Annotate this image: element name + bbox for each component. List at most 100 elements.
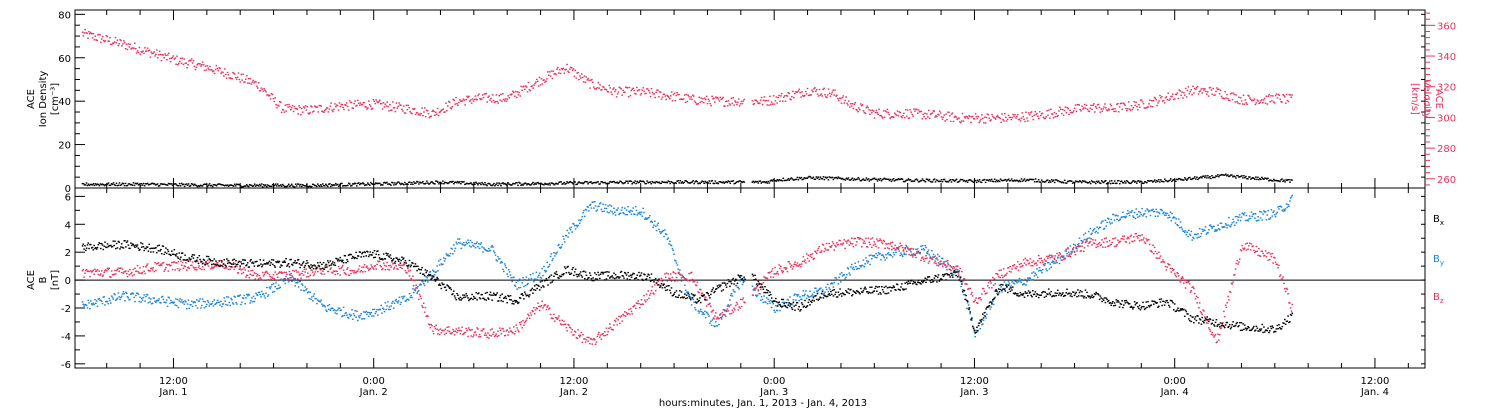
velocity-point [701, 100, 703, 103]
velocity-point [1147, 106, 1149, 108]
velocity-point [661, 96, 664, 98]
by-point [815, 287, 817, 289]
density-point [358, 182, 360, 184]
density-point [858, 178, 861, 180]
density-point [529, 184, 531, 186]
by-point [759, 293, 761, 295]
by-point [1105, 225, 1107, 227]
velocity-point [376, 101, 378, 103]
by-point [120, 295, 123, 297]
density-point [487, 183, 489, 185]
bz-point [625, 311, 628, 314]
by-point [1118, 220, 1120, 222]
velocity-point [568, 71, 570, 73]
velocity-point [317, 111, 320, 113]
velocity-point [680, 98, 682, 100]
density-point [282, 184, 285, 187]
velocity-point [314, 106, 317, 108]
velocity-point [817, 95, 820, 97]
by-point [681, 274, 684, 276]
bz-point [329, 268, 332, 270]
velocity-point [281, 108, 284, 111]
velocity-point [1052, 117, 1055, 119]
density-point [264, 184, 267, 186]
by-point [1005, 283, 1007, 285]
velocity-point [753, 103, 756, 105]
bz-point [367, 269, 370, 271]
velocity-point [89, 31, 92, 34]
by-point [899, 254, 901, 257]
density-point [450, 180, 452, 183]
velocity-point [427, 112, 430, 115]
density-point [956, 181, 959, 183]
velocity-point [907, 117, 910, 119]
by-point [157, 300, 160, 302]
velocity-point [771, 103, 774, 105]
velocity-point [1110, 105, 1113, 107]
velocity-point [252, 79, 254, 82]
by-point [221, 303, 224, 305]
by-point [179, 298, 181, 300]
velocity-point [866, 105, 868, 107]
velocity-point [730, 97, 733, 99]
velocity-point [301, 107, 303, 110]
bz-point [468, 327, 470, 329]
density-point [532, 181, 534, 184]
density-point [736, 180, 739, 183]
by-point [826, 283, 829, 285]
bz-point [266, 271, 268, 273]
density-point [1070, 180, 1073, 182]
density-point [657, 181, 659, 184]
density-point [91, 184, 94, 186]
density-point [899, 178, 902, 180]
bz-point [412, 275, 414, 277]
p2-ytick-label: -6 [61, 360, 71, 371]
density-point [607, 183, 609, 185]
density-point [642, 180, 644, 182]
bz-point [613, 324, 615, 326]
density-point [917, 181, 920, 183]
by-point [187, 299, 190, 301]
density-point [545, 183, 547, 185]
density-point [449, 181, 451, 183]
velocity-point [476, 99, 478, 101]
density-point [1068, 180, 1071, 182]
density-point [162, 183, 165, 185]
velocity-point [660, 98, 663, 100]
density-point [296, 183, 299, 185]
bz-point [624, 311, 626, 313]
velocity-point [1134, 104, 1136, 107]
bz-point [303, 268, 306, 270]
velocity-point [877, 113, 879, 115]
by-point [277, 284, 280, 286]
density-point [707, 182, 709, 184]
velocity-point [1122, 102, 1125, 104]
velocity-point [787, 91, 790, 94]
density-point [439, 181, 441, 184]
velocity-point [1116, 103, 1118, 105]
velocity-point [793, 97, 795, 99]
bz-point [654, 289, 657, 292]
by-point [611, 211, 614, 213]
velocity-point [330, 102, 332, 104]
velocity-point [931, 112, 934, 114]
velocity-point [153, 51, 155, 53]
bz-point [656, 284, 659, 286]
by-point [456, 243, 458, 245]
velocity-point [1045, 116, 1047, 118]
bz-point [335, 270, 337, 272]
by-point [580, 218, 583, 221]
velocity-point [621, 94, 623, 96]
bz-point [476, 327, 478, 329]
by-point [780, 306, 783, 309]
by-point [769, 302, 771, 304]
velocity-point [935, 115, 937, 117]
density-point [712, 182, 715, 185]
by-point [1220, 222, 1223, 225]
bz-point [367, 267, 369, 269]
by-point [392, 300, 394, 303]
by-point [1053, 258, 1056, 260]
density-point [1097, 180, 1100, 182]
density-point [1103, 180, 1106, 182]
by-point [779, 309, 781, 312]
